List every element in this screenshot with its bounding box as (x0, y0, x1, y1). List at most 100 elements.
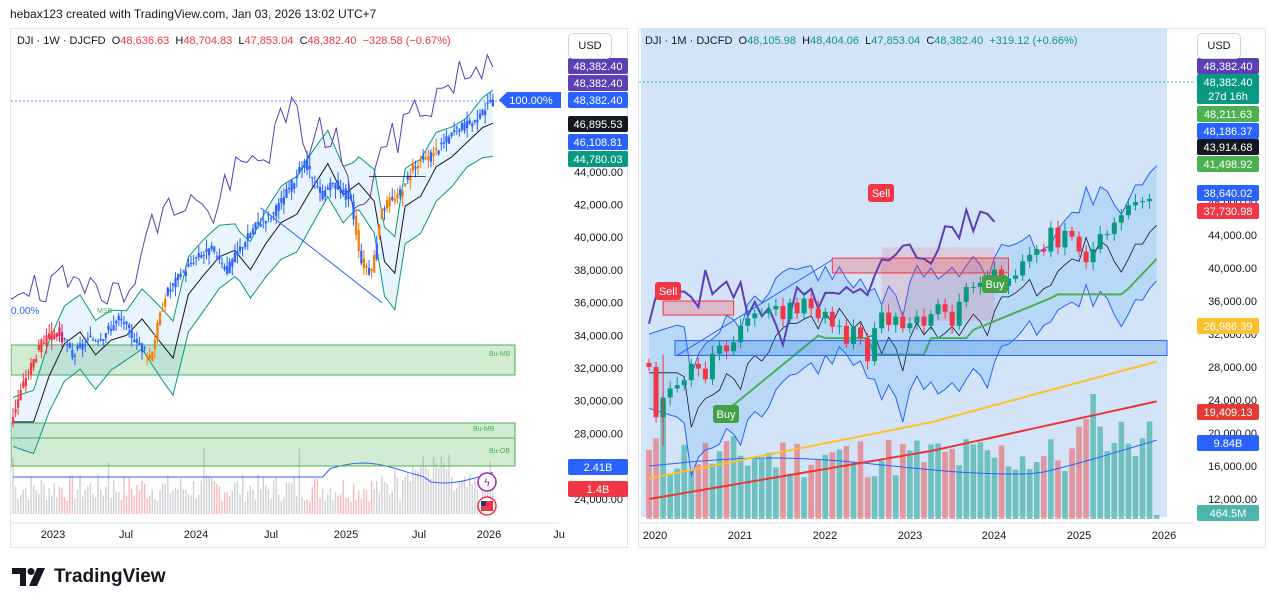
candle-body (491, 99, 494, 107)
candle-body (55, 332, 58, 337)
volume-bar (1033, 461, 1040, 519)
candle-body (171, 283, 175, 286)
candle-body (115, 320, 118, 324)
volume-ma-line (648, 439, 1157, 475)
volume-bar (61, 488, 63, 514)
volume-bar (391, 491, 393, 514)
candle-body (458, 129, 461, 132)
chart-canvas-monthly[interactable]: SellSellBuyBuy12,000.0016,000.0020,000.0… (639, 29, 1267, 549)
volume-bar (298, 448, 301, 514)
candle-body (850, 327, 856, 344)
volume-bar (476, 489, 479, 514)
volume-bar (907, 450, 913, 519)
candle-body (1006, 278, 1012, 287)
volume-bar (466, 486, 468, 514)
price-tag: 48,382.40 (1204, 77, 1253, 89)
volume-bar (1111, 442, 1118, 519)
candle-body (321, 191, 324, 200)
candle-body (667, 388, 673, 398)
demand-zone-lower-a (11, 422, 516, 439)
candle-body (424, 158, 427, 160)
volume-bar (445, 469, 448, 514)
volume-bar (38, 494, 40, 514)
volume-bar (667, 474, 673, 519)
currency-button[interactable]: USD (1197, 33, 1241, 59)
candle-body (213, 246, 216, 252)
x-axis-label: Jul (119, 529, 133, 541)
candle-body (303, 160, 306, 168)
candle-body (40, 339, 43, 353)
candle-body (86, 338, 89, 340)
volume-bar (306, 499, 308, 514)
chart-canvas-weekly[interactable]: Bu-MBBu-MBBu-OBMSB24,000.0026,000.0028,0… (11, 29, 629, 549)
chart-panel-weekly[interactable]: Bu-MBBu-MBBu-OBMSB24,000.0026,000.0028,0… (10, 28, 628, 548)
legend-c-label: C (926, 35, 935, 47)
candle-body (120, 318, 123, 321)
y-axis-tick: 44,000.00 (574, 167, 623, 179)
y-axis-tick: 44,000.00 (1208, 230, 1257, 242)
volume-bar (25, 487, 27, 514)
volume-bar (118, 492, 120, 514)
candle-body (267, 214, 270, 216)
candle-body (865, 338, 871, 362)
candle-body (404, 183, 407, 186)
candle-body (1111, 222, 1117, 235)
candle-body (272, 212, 275, 214)
signal-badge-sell: Sell (659, 286, 677, 298)
price-tag: 46,108.81 (574, 137, 623, 149)
candle-body (1125, 205, 1131, 216)
candle-body (326, 187, 329, 190)
candle-body (401, 190, 404, 197)
currency-button[interactable]: USD (568, 33, 612, 59)
volume-bar (1090, 394, 1096, 519)
volume-bar (430, 478, 432, 514)
candle-body (872, 328, 878, 362)
ma-200-line (648, 360, 1157, 480)
volume-bar (991, 457, 998, 519)
volume-bar (303, 500, 306, 514)
legend-o-label: O (738, 35, 748, 47)
candle-body (42, 342, 46, 344)
volume-bar (115, 492, 117, 514)
volume-bar (843, 445, 850, 519)
volume-bar (435, 463, 437, 514)
candle-body (14, 409, 17, 413)
x-axis-label: 2022 (813, 530, 837, 542)
price-tag-bg (568, 481, 628, 497)
candle-body (205, 248, 208, 252)
volume-bar (275, 476, 277, 514)
band-lower (648, 280, 1157, 478)
candle-body (455, 127, 458, 129)
volume-bar (110, 497, 112, 514)
candle-body (406, 175, 409, 180)
candle-body (97, 340, 100, 342)
volume-bar (200, 480, 203, 514)
price-tag-bg (1197, 88, 1259, 104)
volume-bar (857, 441, 864, 519)
percent-tag-bg (499, 92, 561, 108)
volume-bar (412, 465, 414, 514)
volume-bar (730, 436, 737, 519)
price-tag: 19,409.13 (1204, 407, 1253, 419)
price-tag-bg (1197, 58, 1259, 74)
candle-body (130, 329, 133, 339)
candle-body (411, 162, 414, 171)
price-tag-bg (1197, 435, 1259, 451)
volume-bar (360, 498, 362, 514)
candle-body (646, 362, 652, 367)
volume-bar (653, 438, 659, 519)
candle-body (447, 136, 451, 144)
candle-body (184, 271, 187, 276)
volume-bar (236, 481, 239, 514)
volume-bar (414, 469, 417, 514)
candle-body (244, 242, 247, 248)
candle-body (1097, 234, 1103, 250)
volume-bar (1132, 456, 1139, 519)
candle-body (58, 327, 61, 336)
signal-badge-buy: Buy (717, 409, 736, 421)
candle-body (290, 180, 293, 192)
signal-badge-bg (713, 405, 739, 423)
chart-panel-monthly[interactable]: Sell Sell Buy Buy 12,000.00 16,000.00 20,000.0… (638, 28, 1266, 548)
candle-body (48, 333, 51, 339)
candle-body (1083, 251, 1089, 263)
